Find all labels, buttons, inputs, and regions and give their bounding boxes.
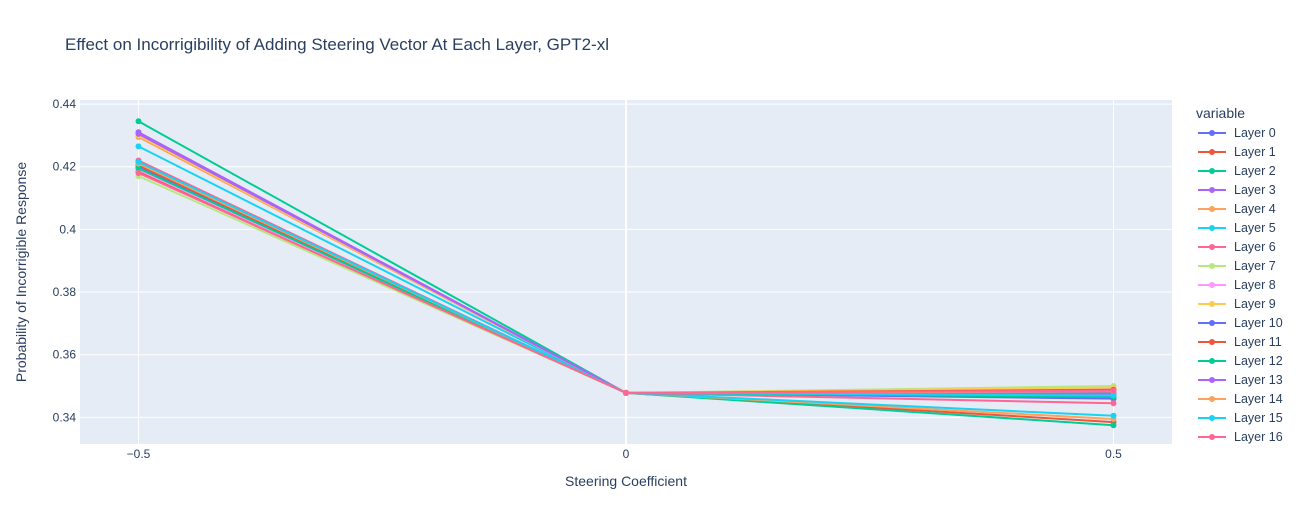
- data-point: [1110, 392, 1117, 399]
- legend-marker: [1209, 377, 1215, 383]
- legend-item[interactable]: Layer 7: [1198, 259, 1276, 273]
- y-tick-label: 0.4: [59, 222, 76, 236]
- legend-label: Layer 13: [1234, 373, 1283, 387]
- series-lines: [135, 118, 1117, 429]
- legend-item[interactable]: Layer 0: [1198, 126, 1276, 140]
- legend-item[interactable]: Layer 13: [1198, 373, 1283, 387]
- legend-label: Layer 8: [1234, 278, 1276, 292]
- legend-item[interactable]: Layer 2: [1198, 164, 1276, 178]
- legend-marker: [1209, 206, 1215, 212]
- legend-item[interactable]: Layer 9: [1198, 297, 1276, 311]
- data-point: [1110, 387, 1117, 394]
- data-point: [135, 159, 142, 166]
- series-16: [135, 169, 1117, 396]
- legend-label: Layer 14: [1234, 392, 1283, 406]
- data-point: [135, 130, 142, 137]
- legend-label: Layer 16: [1234, 430, 1283, 444]
- legend-label: Layer 2: [1234, 164, 1276, 178]
- legend-marker: [1209, 244, 1215, 250]
- y-tick-label: 0.44: [53, 97, 77, 111]
- legend-marker: [1209, 301, 1215, 307]
- legend-marker: [1209, 415, 1215, 421]
- legend-item[interactable]: Layer 11: [1198, 335, 1282, 349]
- legend-marker: [1209, 149, 1215, 155]
- legend-marker: [1209, 225, 1215, 231]
- data-point: [135, 169, 142, 176]
- legend-item[interactable]: Layer 10: [1198, 316, 1283, 330]
- data-point: [1110, 412, 1117, 419]
- legend: variable Layer 0 Layer 1 Layer 2 Layer 3 Lay…: [1196, 105, 1283, 444]
- legend-label: Layer 12: [1234, 354, 1283, 368]
- legend-label: Layer 4: [1234, 202, 1276, 216]
- legend-item[interactable]: Layer 15: [1198, 411, 1283, 425]
- legend-title: variable: [1196, 105, 1245, 121]
- legend-label: Layer 9: [1234, 297, 1276, 311]
- legend-item[interactable]: Layer 12: [1198, 354, 1283, 368]
- data-point: [1110, 422, 1117, 429]
- data-point: [135, 165, 142, 172]
- legend-label: Layer 0: [1234, 126, 1276, 140]
- legend-item[interactable]: Layer 1: [1198, 145, 1276, 159]
- legend-label: Layer 11: [1234, 335, 1282, 349]
- legend-label: Layer 15: [1234, 411, 1283, 425]
- y-tick-label: 0.42: [53, 160, 77, 174]
- legend-label: Layer 5: [1234, 221, 1276, 235]
- legend-item[interactable]: Layer 8: [1198, 278, 1276, 292]
- legend-label: Layer 6: [1234, 240, 1276, 254]
- legend-marker: [1209, 339, 1215, 345]
- legend-label: Layer 3: [1234, 183, 1276, 197]
- chart-title: Effect on Incorrigibility of Adding Stee…: [65, 35, 609, 54]
- legend-marker: [1209, 168, 1215, 174]
- legend-marker: [1209, 187, 1215, 193]
- x-tick-label: 0: [623, 447, 630, 461]
- legend-item[interactable]: Layer 3: [1198, 183, 1276, 197]
- legend-marker: [1209, 263, 1215, 269]
- y-tick-label: 0.38: [53, 285, 77, 299]
- legend-marker: [1209, 434, 1215, 440]
- legend-item[interactable]: Layer 16: [1198, 430, 1283, 444]
- data-point: [1110, 400, 1117, 407]
- x-axis-title: Steering Coefficient: [565, 473, 687, 489]
- legend-item[interactable]: Layer 4: [1198, 202, 1276, 216]
- y-axis-ticks: 0.34 0.36 0.38 0.4 0.42 0.44: [53, 97, 77, 424]
- x-axis-ticks: −0.5 0 0.5: [127, 447, 1123, 461]
- legend-label: Layer 10: [1234, 316, 1283, 330]
- x-tick-label: 0.5: [1105, 447, 1122, 461]
- legend-label: Layer 7: [1234, 259, 1276, 273]
- legend-marker: [1209, 320, 1215, 326]
- data-point: [135, 143, 142, 150]
- legend-marker: [1209, 130, 1215, 136]
- legend-marker: [1209, 396, 1215, 402]
- data-point: [623, 389, 629, 396]
- legend-item[interactable]: Layer 6: [1198, 240, 1276, 254]
- x-tick-label: −0.5: [127, 447, 151, 461]
- legend-label: Layer 1: [1234, 145, 1276, 159]
- data-point: [135, 118, 142, 125]
- y-tick-label: 0.34: [53, 410, 77, 424]
- legend-marker: [1209, 358, 1215, 364]
- legend-item[interactable]: Layer 5: [1198, 221, 1276, 235]
- legend-marker: [1209, 282, 1215, 288]
- y-tick-label: 0.36: [53, 348, 77, 362]
- y-axis-title: Probability of Incorrigible Response: [13, 162, 29, 382]
- legend-item[interactable]: Layer 14: [1198, 392, 1283, 406]
